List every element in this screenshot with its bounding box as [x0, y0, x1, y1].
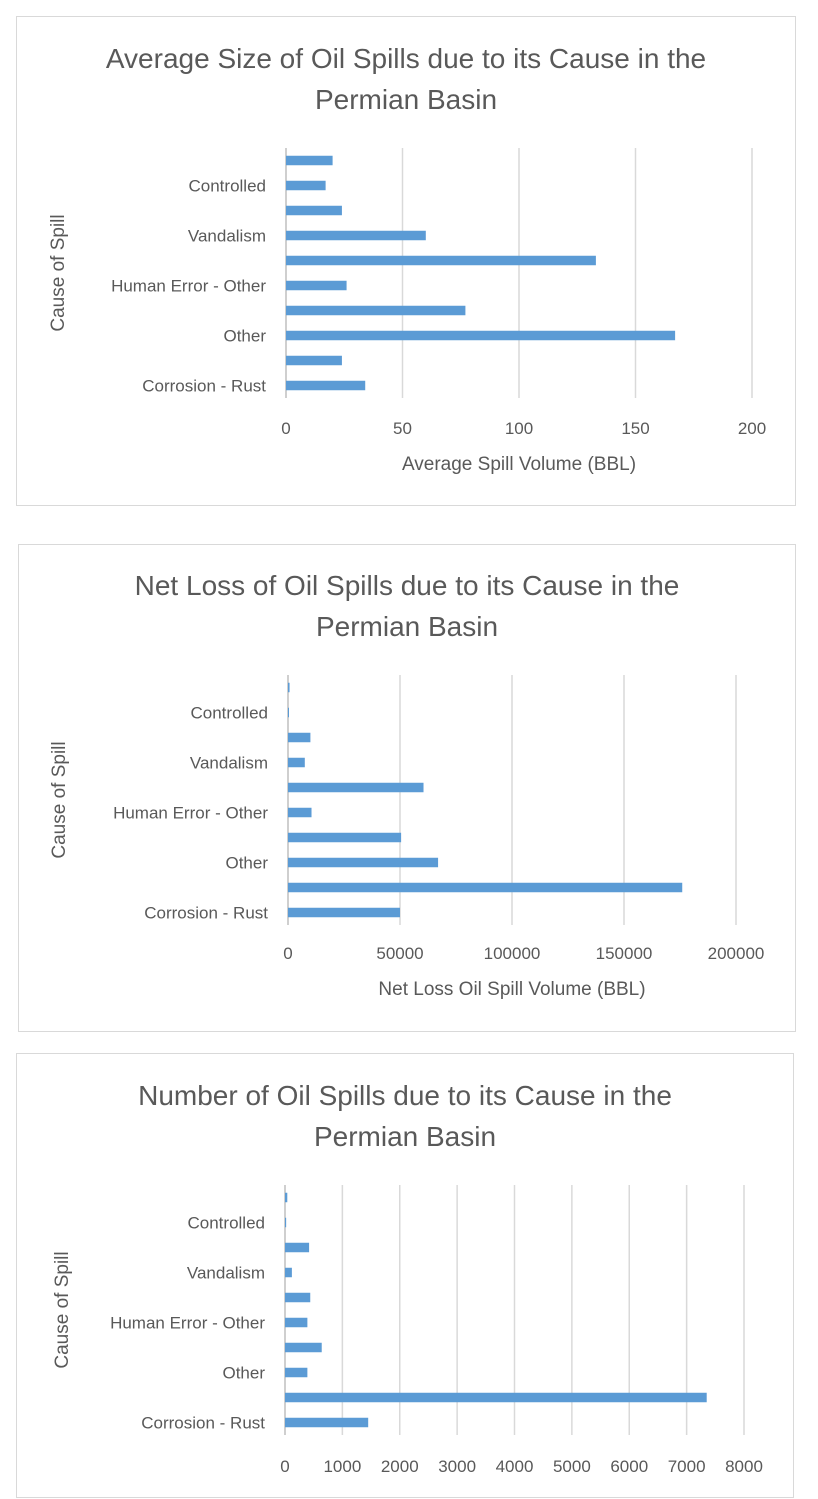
bar: [288, 732, 311, 743]
x-axis-title: Average Spill Volume (BBL): [402, 454, 636, 475]
bar: [285, 1292, 311, 1303]
bar: [286, 380, 366, 391]
category-label: Human Error - Other: [111, 277, 266, 296]
category-label: Controlled: [188, 1214, 266, 1233]
bar: [286, 280, 347, 291]
bar: [285, 1367, 308, 1378]
bar: [288, 782, 424, 793]
bar: [286, 330, 676, 341]
x-tick-label: 50: [393, 419, 412, 438]
bar: [286, 180, 326, 191]
x-tick-label: 1000: [323, 1457, 361, 1476]
bar: [285, 1392, 707, 1403]
bar: [288, 682, 290, 693]
category-label: Corrosion - Rust: [144, 904, 268, 923]
bar: [288, 807, 312, 818]
bar: [285, 1242, 310, 1253]
bar: [285, 1217, 287, 1228]
bar: [286, 305, 466, 316]
bar: [288, 857, 439, 868]
bar: [286, 230, 426, 241]
bar: [288, 882, 683, 893]
spill-count-chart-panel: Number of Oil Spills due to its Cause in…: [16, 1053, 794, 1498]
bar: [285, 1342, 322, 1353]
x-tick-label: 0: [281, 419, 290, 438]
y-axis-title: Cause of Spill: [52, 1251, 73, 1368]
bar: [285, 1317, 308, 1328]
net-loss-chart: Corrosion - Rust Other Human Error - Other…: [49, 675, 765, 1000]
chart-title: Number of Oil Spills due to its Cause in…: [138, 1080, 672, 1152]
category-label: Corrosion - Rust: [141, 1414, 265, 1433]
average-size-chart-panel: Average Size of Oil Spills due to its Ca…: [16, 16, 796, 506]
x-tick-label: 8000: [725, 1457, 763, 1476]
x-tick-label: 4000: [496, 1457, 534, 1476]
x-tick-label: 200000: [708, 944, 765, 963]
chart-title: Average Size of Oil Spills due to its Ca…: [105, 43, 707, 115]
x-axis-title: Net Loss Oil Spill Volume (BBL): [378, 979, 645, 1000]
bar: [286, 355, 342, 366]
x-tick-label: 50000: [376, 944, 423, 963]
x-tick-label: 7000: [668, 1457, 706, 1476]
category-label: Corrosion - Rust: [142, 377, 266, 396]
category-label: Controlled: [191, 704, 269, 723]
bar: [285, 1417, 369, 1428]
x-tick-label: 0: [280, 1457, 289, 1476]
category-label: Other: [222, 1364, 265, 1383]
x-tick-label: 150: [621, 419, 649, 438]
category-label: Human Error - Other: [113, 804, 268, 823]
x-tick-label: 2000: [381, 1457, 419, 1476]
category-label: Vandalism: [190, 754, 268, 773]
x-tick-label: 100000: [484, 944, 541, 963]
x-tick-label: 5000: [553, 1457, 591, 1476]
bar: [288, 707, 289, 718]
bar: [288, 757, 305, 768]
average-size-chart: Corrosion - Rust Other Human Error - Other…: [48, 148, 766, 475]
x-tick-label: 3000: [438, 1457, 476, 1476]
category-label: Other: [223, 327, 266, 346]
x-tick-label: 6000: [610, 1457, 648, 1476]
category-label: Vandalism: [188, 227, 266, 246]
spill-count-chart: Corrosion - Rust Other Human Error - Other…: [52, 1185, 763, 1476]
category-label: Human Error - Other: [110, 1314, 265, 1333]
bar: [288, 832, 402, 843]
y-axis-title: Cause of Spill: [49, 741, 70, 858]
bar: [286, 155, 333, 166]
category-label: Other: [225, 854, 268, 873]
bar: [286, 205, 342, 216]
x-tick-label: 0: [283, 944, 292, 963]
net-loss-chart-panel: Net Loss of Oil Spills due to its Cause …: [18, 544, 796, 1032]
category-label: Vandalism: [187, 1264, 265, 1283]
x-tick-label: 150000: [596, 944, 653, 963]
x-tick-label: 100: [505, 419, 533, 438]
bar: [288, 907, 400, 918]
chart-title: Net Loss of Oil Spills due to its Cause …: [134, 570, 680, 642]
category-label: Controlled: [189, 177, 267, 196]
y-axis-title: Cause of Spill: [48, 214, 69, 331]
bar: [285, 1192, 288, 1203]
bar: [285, 1267, 292, 1278]
bar: [286, 255, 596, 266]
x-tick-label: 200: [738, 419, 766, 438]
